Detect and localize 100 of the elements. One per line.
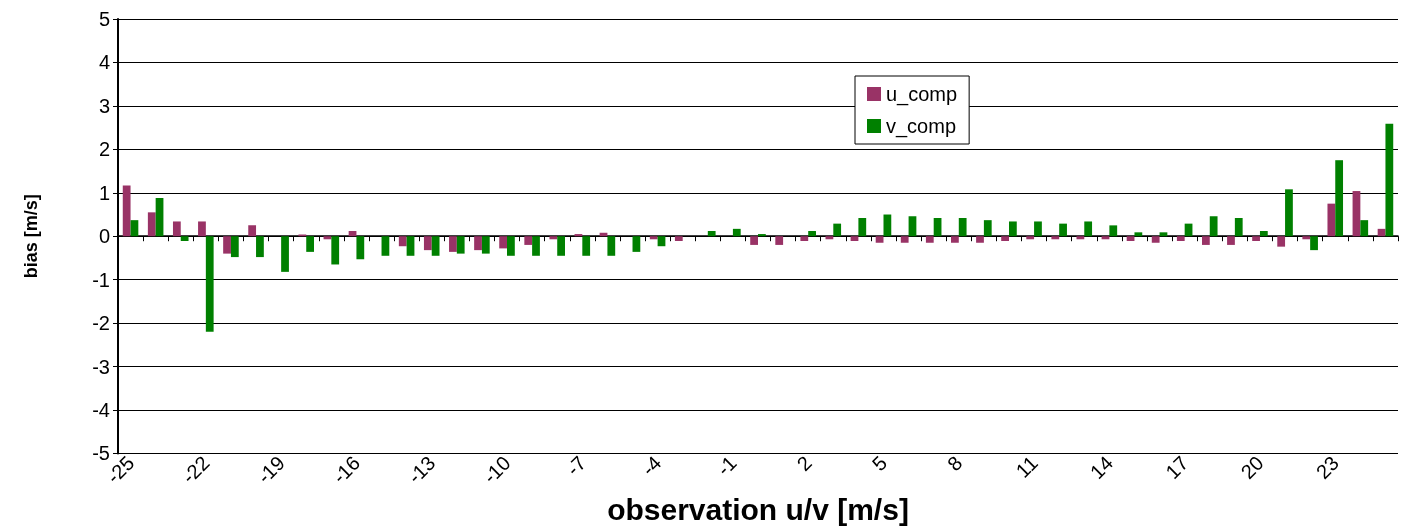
bar [1360,220,1369,237]
y-tick-label: -3 [92,355,110,378]
bar [750,236,758,245]
bar [1335,160,1344,237]
bar [1026,236,1035,240]
y-tick-label: 3 [98,94,110,117]
bar [180,236,189,242]
x-tick-label: 5 [867,451,892,476]
x-tick-label: 17 [1161,451,1193,483]
bar [1109,225,1118,237]
bar [1134,232,1143,237]
x-tick-label: -22 [177,451,214,488]
bar [1227,236,1235,245]
bar [983,220,992,237]
bar [976,236,984,243]
bar [833,223,842,237]
bar [1126,236,1135,242]
bar [507,236,515,256]
bar [1034,221,1042,237]
bar [951,236,959,243]
bar [1327,203,1336,237]
x-tick-label: 20 [1236,451,1268,483]
bar [230,236,239,258]
x-axis-title: observation u/v [m/s] [607,492,909,526]
bar [657,236,666,247]
bar [800,236,809,242]
x-tick-label: -10 [478,451,515,488]
bar [775,236,784,245]
y-tick-label: -4 [92,399,110,422]
bar [524,236,533,245]
bar [1385,123,1394,237]
bar [607,236,616,256]
bar [155,198,164,237]
bar [858,217,867,237]
bar [908,216,917,237]
bar [732,228,741,237]
bar [875,236,884,243]
bar [532,236,540,256]
bar [1259,231,1268,237]
y-axis-title: bias [m/s] [21,194,41,279]
bar [248,225,257,237]
bar [1176,236,1185,242]
bar [1209,216,1218,237]
bar [1310,236,1318,251]
bar [582,236,591,256]
bar [331,236,340,265]
bar [147,212,156,237]
bar [281,236,289,272]
bar [1151,236,1160,243]
bar [122,185,131,237]
x-tick-label: -4 [637,451,666,480]
bar [474,236,482,251]
bar [130,220,139,237]
bar [1252,236,1260,242]
y-tick-label: 1 [98,181,110,204]
bar [381,236,390,256]
y-tick-label: 0 [98,225,110,248]
bar [925,236,934,243]
bar [1201,236,1210,245]
bar [205,236,214,332]
bar [398,236,407,247]
x-tick-label: 23 [1311,451,1344,483]
bar [850,236,859,242]
bar [1302,236,1311,240]
bar [406,236,415,256]
bar [223,236,231,254]
bar [707,231,716,237]
bar [549,236,558,240]
bar [1159,232,1168,237]
y-tick-label: 2 [98,138,110,161]
bar [456,236,465,254]
bar [356,236,365,260]
y-tick-label: -1 [92,268,110,291]
bar [1001,236,1009,242]
bar [900,236,909,243]
y-tick-label: 4 [98,51,110,74]
bar [423,236,432,251]
bar [1285,189,1293,237]
x-tick-label: 14 [1085,451,1118,483]
x-tick-label: -19 [252,451,289,488]
legend-label: u_comp [886,83,958,106]
x-tick-label: -7 [561,451,591,480]
bar [808,231,816,237]
bar [649,236,658,240]
bar [758,234,766,237]
bar [499,236,508,249]
bar [1277,236,1286,247]
bar [1084,221,1093,237]
bar [674,236,683,242]
x-tick-label: -13 [403,451,440,488]
legend-label: v_comp [886,115,957,138]
y-tick-label: -2 [92,312,110,335]
x-tick-label: -16 [328,451,365,488]
bar [632,236,641,252]
bar [481,236,490,254]
x-tick-label: 2 [792,451,816,476]
bar [172,221,181,237]
bar [198,221,206,237]
bar [883,214,892,237]
y-tick-label: 5 [98,8,110,30]
